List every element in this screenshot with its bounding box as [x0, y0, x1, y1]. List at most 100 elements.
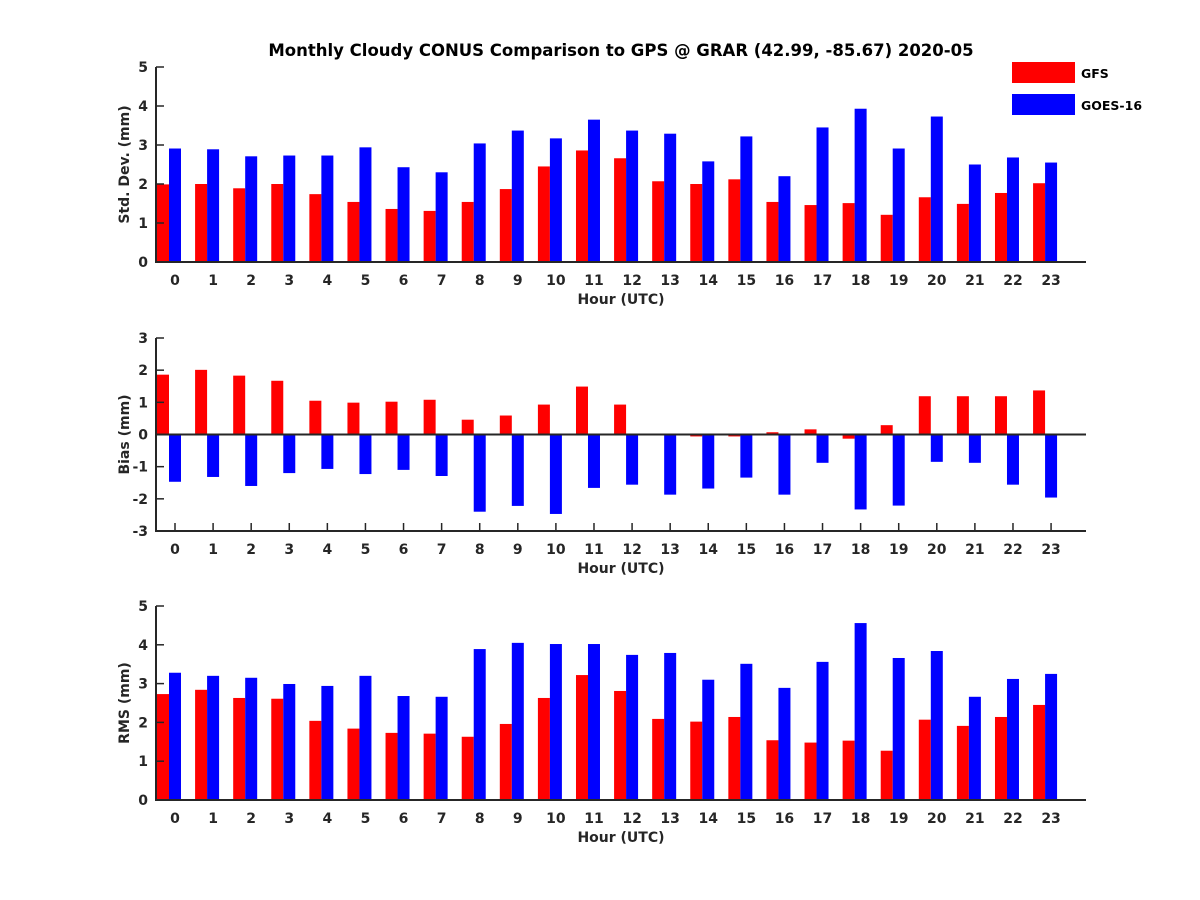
- bar-gfs-hour-15: [728, 716, 741, 800]
- y-tick-label: 0: [138, 428, 148, 444]
- bar-gfs-hour-10: [537, 166, 550, 262]
- x-tick-label: 10: [546, 811, 566, 827]
- bar-goes16-hour-1: [207, 675, 220, 800]
- y-tick-label: 4: [138, 99, 148, 115]
- y-tick-label: 1: [138, 216, 148, 232]
- bar-goes16-hour-14: [702, 161, 715, 262]
- x-tick-label: 11: [584, 542, 603, 558]
- bar-goes16-hour-1: [207, 149, 220, 262]
- bar-gfs-hour-21: [956, 396, 969, 435]
- bar-goes16-hour-17: [816, 661, 829, 800]
- bar-goes16-hour-15: [740, 136, 753, 262]
- y-tick-label: 2: [138, 363, 148, 379]
- bar-gfs-hour-23: [1033, 704, 1046, 800]
- bar-goes16-hour-16: [778, 687, 791, 800]
- bar-gfs-hour-0: [157, 374, 169, 435]
- bar-gfs-hour-8: [461, 419, 474, 435]
- x-tick-label: 23: [1041, 273, 1060, 289]
- bar-gfs-hour-2: [233, 697, 246, 800]
- x-tick-label: 2: [246, 273, 256, 289]
- bar-goes16-hour-5: [359, 434, 372, 475]
- bar-gfs-hour-3: [271, 698, 284, 800]
- bar-gfs-hour-7: [423, 733, 436, 800]
- y-tick-label: 1: [138, 395, 148, 411]
- y-tick-label: 0: [138, 793, 148, 809]
- bar-goes16-hour-23: [1045, 162, 1058, 262]
- legend-swatch-gfs: [1012, 62, 1075, 83]
- bar-gfs-hour-8: [461, 201, 474, 262]
- legend: GFS GOES-16: [1012, 62, 1142, 115]
- x-tick-label: 21: [965, 542, 984, 558]
- x-tick-label: 21: [965, 273, 984, 289]
- bar-gfs-hour-13: [652, 718, 665, 800]
- x-tick-label: 13: [660, 811, 679, 827]
- x-tick-label: 6: [399, 542, 409, 558]
- bar-goes16-hour-3: [283, 155, 296, 262]
- bar-goes16-hour-11: [587, 119, 600, 263]
- x-tick-label: 16: [775, 811, 794, 827]
- x-tick-label: 19: [889, 811, 908, 827]
- bar-gfs-hour-14: [690, 721, 703, 800]
- x-tick-label: 8: [475, 542, 485, 558]
- x-tick-label: 8: [475, 811, 485, 827]
- bar-gfs-hour-1: [195, 689, 208, 800]
- bar-gfs-hour-12: [614, 404, 627, 435]
- bar-goes16-hour-17: [816, 127, 829, 262]
- y-tick-label: 3: [138, 138, 148, 154]
- bar-gfs-hour-0: [157, 694, 169, 800]
- x-tick-label: 22: [1003, 542, 1022, 558]
- x-tick-label: 1: [208, 273, 218, 289]
- y-tick-label: -2: [132, 492, 148, 508]
- bar-goes16-hour-0: [169, 672, 181, 800]
- y-tick-label: 3: [138, 331, 148, 347]
- bar-goes16-hour-20: [930, 651, 943, 800]
- bar-goes16-hour-9: [511, 434, 524, 506]
- bar-gfs-hour-22: [994, 192, 1007, 262]
- bar-goes16-hour-16: [778, 176, 791, 262]
- bar-goes16-hour-10: [549, 434, 562, 514]
- bar-goes16-hour-6: [397, 434, 410, 470]
- bar-gfs-hour-7: [423, 399, 436, 435]
- bar-gfs-hour-10: [537, 697, 550, 800]
- bar-gfs-hour-7: [423, 210, 436, 262]
- y-tick-label: 5: [138, 60, 148, 76]
- x-tick-label: 23: [1041, 811, 1060, 827]
- bar-gfs-hour-3: [271, 184, 284, 262]
- x-tick-label: 6: [399, 273, 409, 289]
- bar-gfs-hour-21: [956, 203, 969, 262]
- bar-gfs-hour-16: [766, 201, 779, 262]
- x-tick-label: 18: [851, 811, 870, 827]
- bar-goes16-hour-18: [854, 434, 867, 510]
- bar-gfs-hour-19: [880, 425, 893, 435]
- bar-goes16-hour-12: [626, 130, 639, 262]
- bar-gfs-hour-5: [347, 402, 360, 435]
- x-tick-label: 21: [965, 811, 984, 827]
- x-tick-label: 2: [246, 542, 256, 558]
- y-tick-label: 4: [138, 638, 148, 654]
- bar-gfs-hour-10: [537, 404, 550, 435]
- bar-goes16-hour-18: [854, 623, 867, 800]
- y-axis-label: RMS (mm): [117, 662, 133, 744]
- bar-gfs-hour-9: [499, 723, 512, 800]
- chart-title: Monthly Cloudy CONUS Comparison to GPS @…: [268, 41, 973, 60]
- bar-gfs-hour-6: [385, 401, 398, 435]
- x-tick-label: 3: [284, 542, 294, 558]
- bar-goes16-hour-5: [359, 147, 372, 262]
- y-tick-label: 0: [138, 255, 148, 271]
- bar-gfs-hour-17: [804, 429, 817, 435]
- x-tick-label: 11: [584, 273, 603, 289]
- x-tick-label: 3: [284, 811, 294, 827]
- x-tick-label: 18: [851, 542, 870, 558]
- bar-goes16-hour-0: [169, 434, 181, 482]
- bar-goes16-hour-13: [664, 652, 677, 800]
- bar-goes16-hour-23: [1045, 673, 1058, 800]
- y-axis-label: Std. Dev. (mm): [117, 105, 133, 223]
- x-tick-label: 4: [322, 273, 332, 289]
- bar-gfs-hour-14: [690, 184, 703, 262]
- bar-gfs-hour-11: [575, 150, 588, 262]
- x-tick-label: 17: [813, 811, 832, 827]
- bar-gfs-hour-8: [461, 736, 474, 800]
- bar-gfs-hour-1: [195, 369, 208, 435]
- x-tick-label: 3: [284, 273, 294, 289]
